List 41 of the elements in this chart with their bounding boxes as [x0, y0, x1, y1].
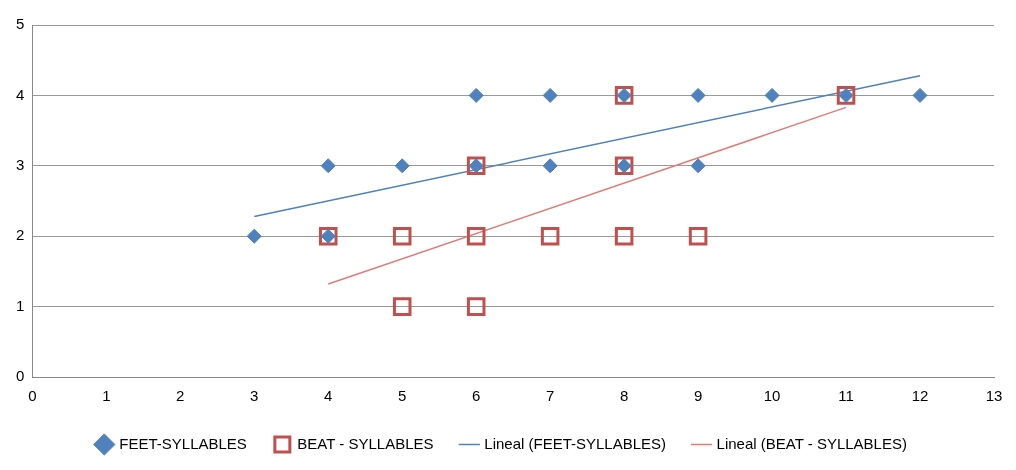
x-tick-label: 2 [176, 387, 185, 405]
x-tick-label: 0 [28, 387, 37, 405]
x-tick-label: 3 [250, 387, 259, 405]
point [392, 297, 412, 316]
x-tick-label: 6 [472, 387, 481, 405]
y-tick-label: 3 [16, 155, 25, 173]
point [392, 226, 412, 246]
x-tick-label: 8 [619, 387, 629, 405]
legend-label: BEAT - SYLLABLES [297, 434, 434, 452]
point [690, 87, 706, 103]
point [320, 158, 336, 174]
y-tick-label: 0 [16, 367, 25, 385]
x-tick-label: 10 [763, 387, 781, 405]
x-tick-label: 7 [545, 387, 555, 405]
point [540, 226, 560, 246]
legend-label: FEET-SYLLABLES [119, 434, 247, 452]
x-tick-label: 11 [838, 387, 854, 405]
y-tick-label: 4 [16, 85, 25, 103]
x-tick-label: 4 [324, 387, 333, 405]
point [466, 226, 486, 246]
x-tick-label: 13 [985, 387, 1003, 405]
point [246, 228, 262, 244]
x-tick-label: 5 [398, 387, 407, 405]
point [394, 158, 410, 174]
x-tick-label: 9 [693, 387, 703, 405]
point [542, 158, 558, 174]
legend-label: Lineal (FEET-SYLLABLES) [484, 434, 667, 452]
point [468, 87, 484, 103]
point [912, 87, 928, 103]
point [466, 297, 486, 316]
point [690, 158, 706, 174]
point [614, 226, 634, 246]
legend-label: Lineal (BEAT - SYLLABLES) [716, 434, 907, 452]
point [764, 87, 780, 103]
point [542, 87, 558, 103]
y-tick-label: 1 [16, 296, 25, 314]
x-tick-label: 1 [102, 387, 111, 405]
x-tick-label: 12 [911, 387, 929, 405]
y-tick-label: 2 [16, 226, 25, 244]
y-tick-label: 5 [16, 15, 25, 33]
point [688, 226, 708, 246]
